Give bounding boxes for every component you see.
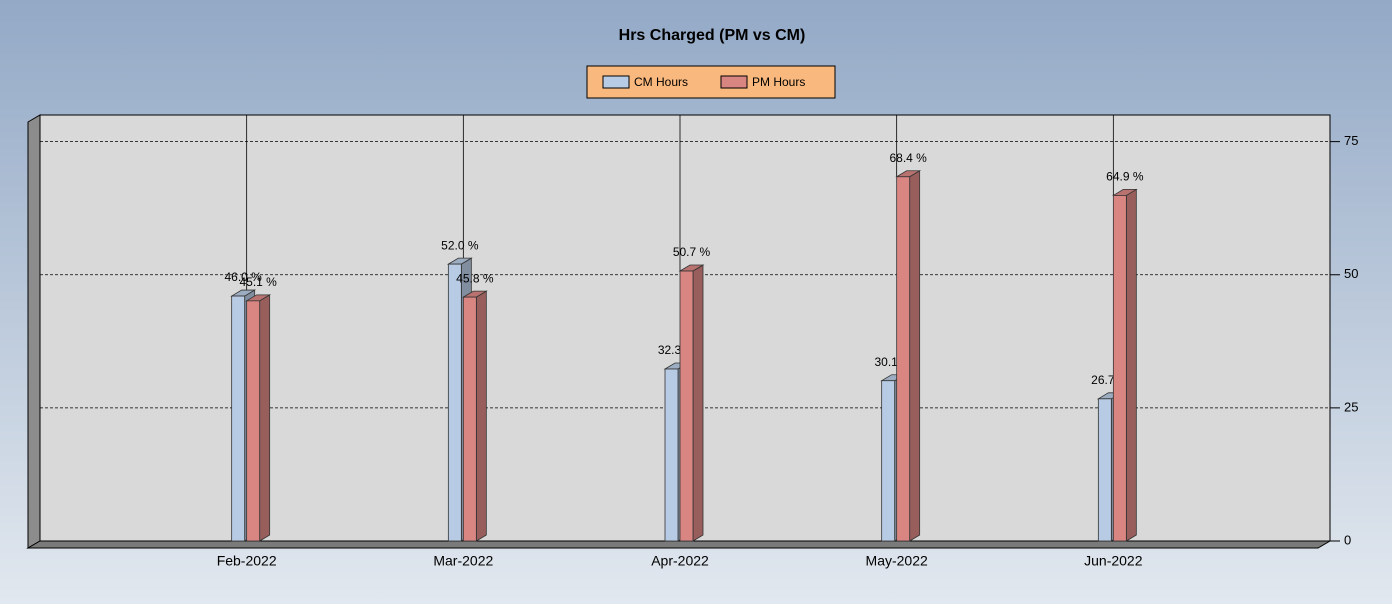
- bar-side: [1125, 188, 1137, 542]
- bar: [462, 296, 477, 542]
- bar-side: [259, 294, 271, 542]
- legend-label: PM Hours: [752, 75, 805, 89]
- data-label: 68.4 %: [889, 151, 927, 165]
- legend-swatch: [720, 75, 748, 89]
- bar: [881, 380, 896, 542]
- x-tick-label: May-2022: [866, 553, 928, 569]
- legend-label: CM Hours: [634, 75, 688, 89]
- left-wall: [27, 114, 41, 549]
- y-tick-label: 0: [1344, 532, 1351, 547]
- bar: [896, 176, 911, 542]
- bar-side: [475, 290, 487, 542]
- chart-title: Hrs Charged (PM vs CM): [619, 27, 806, 44]
- data-label: 52.0 %: [441, 238, 479, 252]
- bar: [1112, 195, 1127, 542]
- bar: [447, 263, 462, 542]
- y-tick-label: 50: [1344, 266, 1358, 281]
- x-tick-label: Mar-2022: [433, 553, 493, 569]
- bar: [231, 295, 246, 542]
- y-tick-label: 25: [1344, 399, 1358, 414]
- y-tick-label: 75: [1344, 133, 1358, 148]
- x-tick-label: Jun-2022: [1084, 553, 1143, 569]
- x-tick-label: Feb-2022: [217, 553, 277, 569]
- data-label: 64.9 %: [1106, 170, 1144, 184]
- bar: [679, 270, 694, 542]
- bar: [664, 368, 679, 542]
- bar: [1097, 398, 1112, 542]
- bar: [246, 300, 261, 542]
- data-label: 45.8 %: [456, 271, 494, 285]
- floor: [26, 540, 1332, 549]
- data-label: 50.7 %: [673, 245, 711, 259]
- bar-side: [692, 264, 704, 542]
- x-tick-label: Apr-2022: [651, 553, 709, 569]
- bar-side: [909, 170, 921, 542]
- legend-swatch: [602, 75, 630, 89]
- data-label: 46.0 %: [224, 270, 262, 284]
- data-label: 45.1 %: [239, 275, 277, 289]
